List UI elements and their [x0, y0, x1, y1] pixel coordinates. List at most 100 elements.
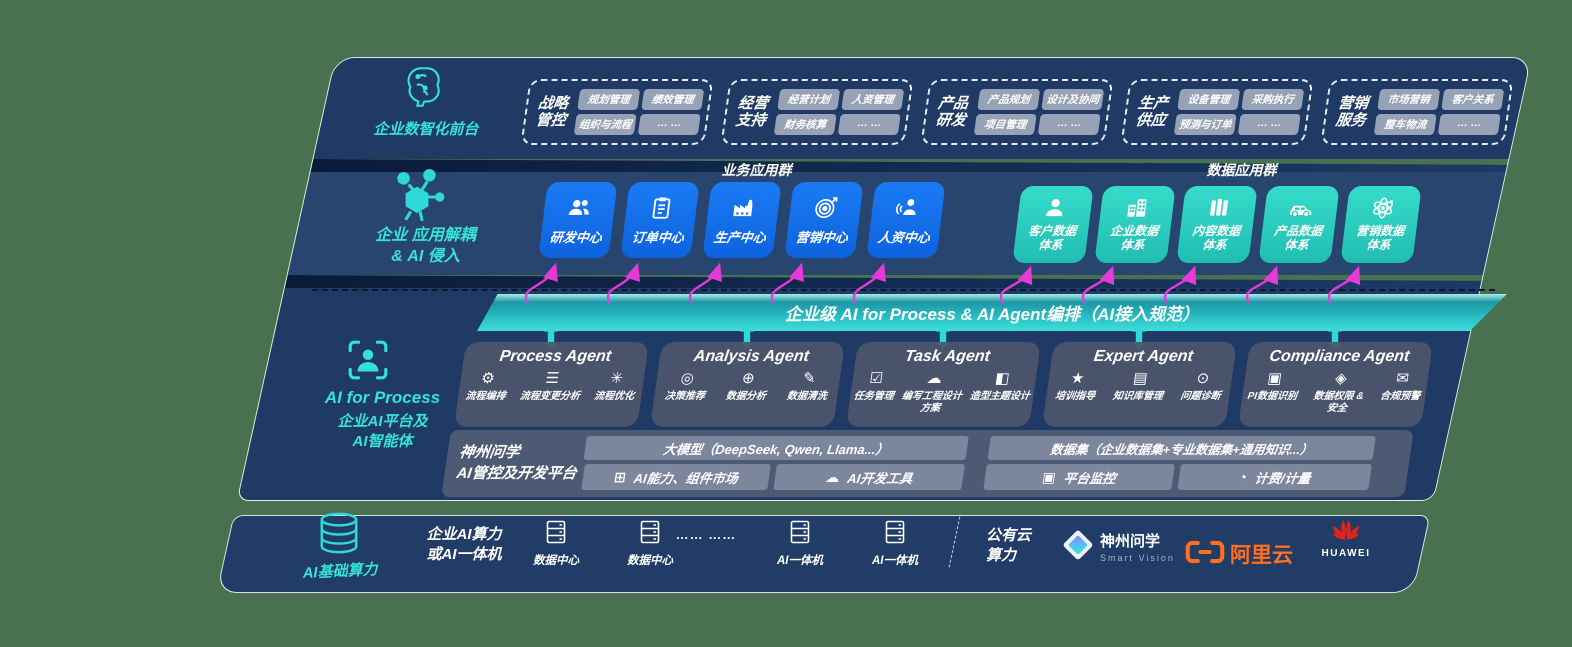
group-title: 经营	[737, 94, 770, 112]
front-office-label: 企业数智化前台	[373, 121, 479, 138]
monitor-icon: ▣	[1041, 468, 1057, 485]
chip: 组织与流程	[573, 114, 637, 135]
public-cloud-label-line2: 算力	[986, 547, 1017, 565]
smartvision-name: 神州问学	[1100, 533, 1161, 550]
scan-person-icon	[346, 338, 390, 382]
group-product: 产品 研发 产品规划 设计及协同 项目管理 … …	[920, 79, 1114, 145]
data-clean-icon: ✎	[801, 370, 817, 387]
chip: … …	[1437, 114, 1501, 135]
compute-label-line2: 或AI一体机	[426, 546, 502, 564]
optimize-icon: ✳	[609, 370, 625, 387]
ai-platform-label-line2: AI智能体	[352, 433, 413, 451]
business-apps-label: 业务应用群	[721, 162, 792, 178]
chip: … …	[1037, 114, 1101, 135]
chip: 客户关系	[1441, 89, 1505, 110]
agent-title: Task Agent	[903, 348, 992, 365]
group-marketing: 营销 服务 市场营销 客户关系 整车物流 … …	[1320, 79, 1514, 145]
dataset-bar: 数据集（企业数据集+专业数据集+通用知识...）	[987, 436, 1376, 460]
band-divider	[285, 275, 1485, 288]
agent-box-process: Process Agent ⚙ 流程编排 ☰ 流程变更分析 ✳ 流程优化	[454, 342, 649, 427]
business-app-box: 人资中心	[866, 182, 946, 258]
chip: 预测与订单	[1173, 114, 1237, 135]
pi-data-icon: ▣	[1266, 370, 1284, 387]
server-icon	[544, 518, 568, 546]
agent-box-expert: Expert Agent ★ 培训指导 ▤ 知识库管理 ⊙ 问题诊断	[1042, 342, 1237, 427]
ai-appliance-node: AI一体机	[776, 518, 824, 568]
server-icon	[883, 518, 907, 546]
diagnosis-icon: ⊙	[1195, 370, 1211, 387]
huawei-logo-icon	[1331, 519, 1361, 542]
books-icon	[1204, 195, 1233, 221]
server-icon	[638, 518, 662, 546]
eng-design-icon: ☁	[925, 370, 944, 387]
decouple-label-line1: 企业 应用解耦	[375, 227, 476, 244]
data-analysis-icon: ⊕	[740, 370, 756, 387]
aliyun-wordmark: 阿里云	[1230, 544, 1293, 567]
billing-icon: ◔	[1237, 469, 1249, 485]
workflow-icon: ⚙	[480, 370, 496, 387]
ai-governance-platform: 神州问学 AI管控及开发平台 大模型（DeepSeek, Qwen, Llama…	[441, 430, 1414, 497]
smartvision-logo-icon	[1060, 527, 1096, 563]
ai-market-icon: ⊞	[613, 468, 628, 485]
group-title: 战略	[537, 94, 570, 112]
agent-title: Compliance Agent	[1268, 348, 1411, 365]
buildings-icon	[1122, 195, 1151, 221]
app-label: 人资中心	[876, 229, 931, 245]
molecule-icon	[388, 168, 446, 226]
target-icon	[811, 195, 840, 221]
ai-orchestration-label: 企业级 AI for Process & AI Agent编排（AI接入规范）	[784, 305, 1200, 324]
data-system-label: 产品数据 体系	[1273, 224, 1324, 252]
chip: 产品规划	[977, 89, 1041, 110]
server-icon	[788, 518, 812, 546]
billing-cell: ◔ 计费/计量	[1177, 464, 1372, 490]
compute-label-line1: 企业AI算力	[426, 526, 502, 543]
chip: 绩效管理	[641, 89, 705, 110]
chip: 规划管理	[577, 89, 641, 110]
app-label: 订单中心	[630, 229, 685, 245]
dev-tools-icon: ☁	[824, 468, 841, 485]
data-system-box: 企业数据 体系	[1094, 186, 1176, 263]
monitor-cell: ▣ 平台监控	[983, 464, 1175, 490]
agent-box-task: Task Agent ☑ 任务管理 ☁ 编写工程设计方案 ◧ 造型主题设计	[846, 342, 1041, 427]
ellipsis-nodes: …… ……	[676, 527, 737, 542]
platform-label-line1: 神州问学	[458, 444, 521, 461]
data-permission-icon: ◈	[1334, 370, 1349, 387]
data-system-box: 营销数据 体系	[1340, 186, 1422, 263]
chip: 市场营销	[1377, 89, 1441, 110]
brain-icon	[396, 62, 446, 112]
database-icon	[316, 512, 362, 556]
group-title: 生产	[1137, 94, 1170, 112]
theme-design-icon: ◧	[994, 370, 1011, 387]
task-mgmt-icon: ☑	[868, 370, 885, 387]
chip: 采购执行	[1241, 89, 1305, 110]
ai-market-cell: ⊞ AI能力、组件市场	[581, 464, 771, 490]
aliyun-logo-icon	[1185, 540, 1225, 564]
training-icon: ★	[1069, 370, 1086, 387]
business-app-box: 营销中心	[784, 182, 864, 258]
app-label: 研发中心	[548, 229, 603, 245]
compliance-alert-icon: ✉	[1395, 370, 1411, 387]
group-title: 产品	[937, 94, 970, 112]
chip: … …	[837, 114, 901, 135]
dev-tools-cell: ☁ AI开发工具	[773, 464, 965, 490]
chip: … …	[1237, 114, 1301, 135]
group-title: 营销	[1337, 94, 1370, 112]
platform-label-line2: AI管控及开发平台	[455, 465, 578, 482]
business-app-box: 研发中心	[538, 182, 618, 258]
atom-icon	[1368, 195, 1397, 221]
huawei-wordmark: HUAWEI	[1321, 548, 1371, 559]
agent-title: Process Agent	[498, 348, 613, 365]
data-system-label: 内容数据 体系	[1191, 224, 1242, 252]
app-label: 生产中心	[712, 229, 767, 245]
ai-platform-label-line1: 企业AI平台及	[337, 413, 428, 430]
group-strategy: 战略 管控 规划管理 绩效管理 组织与流程 … …	[520, 79, 714, 145]
group-supply: 生产 供应 设备管理 采购执行 预测与订单 … …	[1120, 79, 1314, 145]
chip: 整车物流	[1373, 114, 1437, 135]
model-bar: 大模型（DeepSeek, Qwen, Llama...）	[583, 436, 969, 460]
integration-dashed-line	[312, 289, 1495, 291]
data-system-label: 企业数据 体系	[1109, 224, 1160, 252]
datacenter-node: 数据中心	[532, 518, 580, 568]
ai-for-process-label: AI for Process	[324, 388, 441, 407]
band-divider	[311, 159, 1511, 172]
data-system-box: 客户数据 体系	[1012, 186, 1094, 263]
